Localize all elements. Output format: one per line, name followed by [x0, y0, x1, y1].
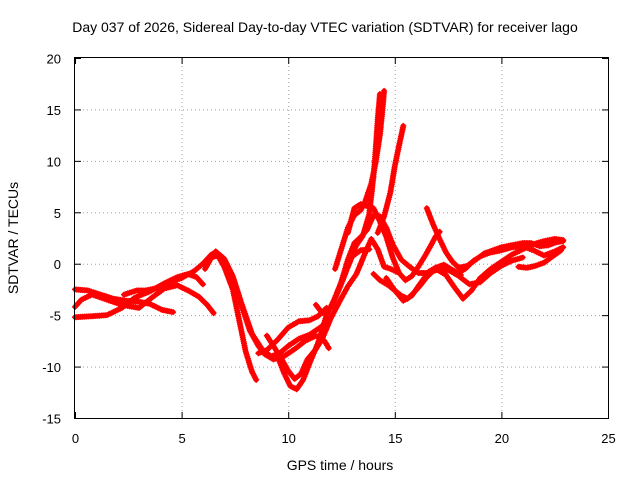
series-arc-1: [72, 282, 217, 317]
axis-ticks: 0 5 10 15 20 25 -15 -10 -5 0 5 10 15 20: [42, 52, 616, 447]
x-tick-label: 5: [178, 431, 185, 446]
x-tick-label: 0: [72, 431, 79, 446]
x-tick-label: 20: [495, 431, 509, 446]
y-tick-label: -15: [42, 412, 61, 427]
y-tick-label: -5: [49, 309, 61, 324]
grid-lines: [75, 58, 608, 418]
series-arc-14: [374, 122, 407, 236]
x-axis-label: GPS time / hours: [287, 457, 394, 473]
data-series: [72, 87, 567, 393]
series-arc-19: [515, 247, 565, 271]
y-tick-label: 20: [47, 52, 61, 67]
x-tick-label: 15: [388, 431, 402, 446]
y-tick-label: 5: [54, 206, 61, 221]
series-arc-18: [445, 243, 567, 277]
y-tick-label: -10: [42, 360, 61, 375]
series-arc-5: [202, 252, 260, 383]
y-tick-label: 15: [47, 103, 61, 118]
series-markers: [72, 282, 217, 317]
series-markers: [374, 122, 407, 236]
series-markers: [202, 252, 260, 383]
series-arc-3: [72, 286, 177, 316]
series-arc-11: [332, 87, 388, 272]
y-tick-label: 0: [54, 257, 61, 272]
series-markers: [515, 247, 565, 271]
series-markers: [445, 243, 567, 277]
y-tick-label: 10: [47, 154, 61, 169]
x-tick-label: 25: [601, 431, 615, 446]
plot-frame: [74, 57, 609, 419]
series-arc-13: [344, 201, 443, 284]
chart-title: Day 037 of 2026, Sidereal Day-to-day VTE…: [72, 19, 578, 35]
y-axis-label: SDTVAR / TECUs: [5, 182, 21, 294]
x-tick-label: 10: [281, 431, 295, 446]
series-arc-6: [212, 248, 332, 360]
